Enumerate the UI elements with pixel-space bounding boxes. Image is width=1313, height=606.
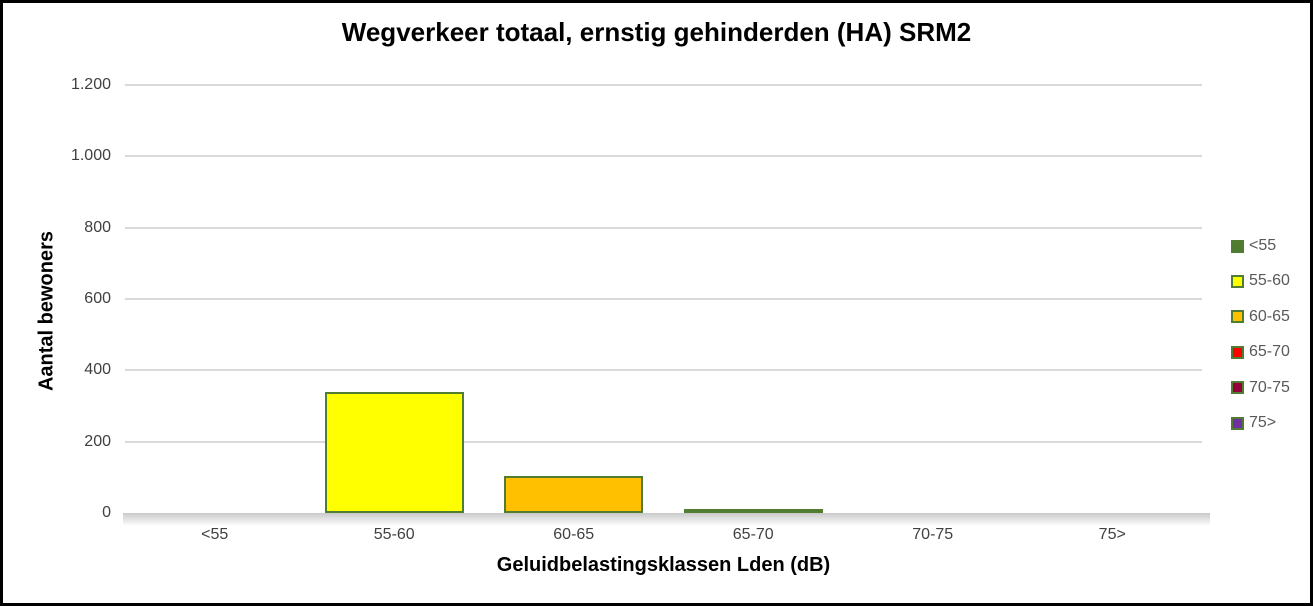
gridline bbox=[125, 84, 1202, 86]
y-tick-label: 0 bbox=[102, 504, 111, 521]
y-tick-label: 400 bbox=[84, 361, 111, 379]
legend-swatch-icon bbox=[1231, 310, 1244, 324]
legend-swatch-icon bbox=[1231, 416, 1244, 430]
legend-swatch-icon bbox=[1231, 239, 1244, 253]
legend-label: 55-60 bbox=[1249, 272, 1290, 290]
x-tick-label: 60-65 bbox=[553, 526, 595, 543]
chart-title: Wegverkeer totaal, ernstig gehinderden (… bbox=[341, 17, 972, 47]
x-tick-label: 75> bbox=[1098, 526, 1126, 543]
gridline bbox=[125, 440, 1202, 443]
x-tick-label: 55-60 bbox=[373, 526, 415, 543]
legend-label: 65-70 bbox=[1249, 343, 1290, 361]
gridline bbox=[125, 298, 1202, 300]
gridline bbox=[125, 226, 1202, 229]
legend-label: 75> bbox=[1249, 414, 1277, 431]
legend-label: 70-75 bbox=[1249, 378, 1290, 396]
legend-item: 55-60 bbox=[1231, 271, 1290, 291]
legend-swatch-icon bbox=[1231, 381, 1244, 395]
legend-item: 60-65 bbox=[1231, 307, 1290, 327]
plot-area bbox=[123, 84, 1210, 526]
legend-label: <55 bbox=[1249, 237, 1277, 254]
y-tick-label: 1.200 bbox=[70, 76, 111, 93]
y-tick-label: 200 bbox=[84, 432, 111, 450]
x-tick-label: <55 bbox=[201, 526, 229, 543]
legend-item: 70-75 bbox=[1231, 378, 1290, 398]
legend-swatch-icon bbox=[1231, 274, 1244, 288]
legend-item: <55 bbox=[1231, 236, 1276, 256]
legend-swatch-icon bbox=[1231, 345, 1244, 359]
y-tick-label: 1.000 bbox=[70, 147, 111, 165]
x-axis-title: Geluidbelastingsklassen Lden (dB) bbox=[496, 554, 831, 576]
gridline bbox=[125, 369, 1202, 372]
baseline-shadow bbox=[123, 513, 1210, 526]
y-tick-label: 600 bbox=[84, 290, 111, 307]
gridline bbox=[125, 155, 1202, 158]
bar-65-70 bbox=[684, 509, 823, 513]
y-tick-label: 800 bbox=[84, 218, 111, 236]
x-tick-label: 70-75 bbox=[912, 526, 954, 543]
legend-item: 75> bbox=[1231, 413, 1276, 433]
bar-60-65 bbox=[504, 476, 643, 513]
legend-item: 65-70 bbox=[1231, 342, 1290, 362]
bar-55-60 bbox=[325, 392, 464, 513]
legend-label: 60-65 bbox=[1249, 307, 1290, 325]
x-tick-label: 65-70 bbox=[732, 526, 774, 543]
